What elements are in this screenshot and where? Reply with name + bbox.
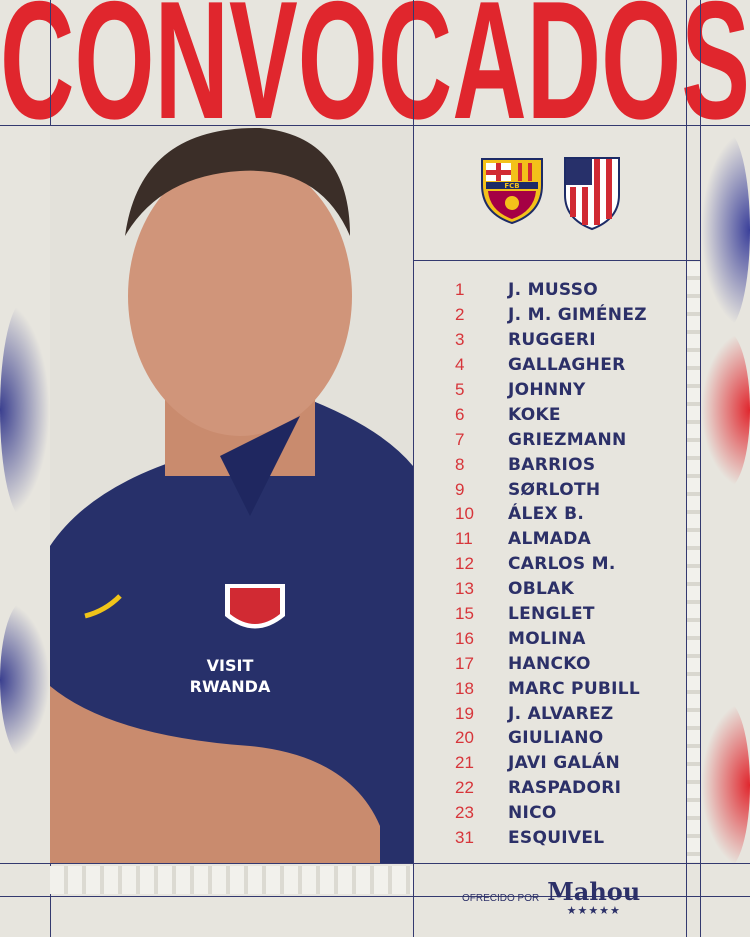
sponsor: OFRECIDO POR Mahou ★★★★★ xyxy=(462,877,641,918)
player-name: J. M. GIMÉNEZ xyxy=(508,305,647,326)
player-name: MOLINA xyxy=(508,628,586,649)
decorative-swirl xyxy=(0,600,50,760)
squad-row: 5 JOHNNY xyxy=(455,378,680,403)
squad-row: 10 ÁLEX B. xyxy=(455,502,680,527)
divider xyxy=(0,863,750,864)
decorative-strip xyxy=(50,866,413,894)
crest-letters: FCB xyxy=(504,182,519,190)
player-name: J. ALVAREZ xyxy=(508,703,614,724)
squad-row: 31 ESQUIVEL xyxy=(455,826,680,851)
sponsor-brand: Mahou xyxy=(547,877,641,906)
squad-row: 6 KOKE xyxy=(455,402,680,427)
decorative-ticks xyxy=(687,262,700,862)
divider xyxy=(0,125,750,126)
player-name: BARRIOS xyxy=(508,454,596,475)
sponsor-label: OFRECIDO POR xyxy=(462,893,540,904)
player-number: 23 xyxy=(455,803,474,823)
squad-row: 18 MARC PUBILL xyxy=(455,676,680,701)
shirt-sponsor-line1: VISIT xyxy=(207,656,254,675)
player-name: LENGLET xyxy=(508,604,595,625)
player-name: ÁLEX B. xyxy=(508,504,585,525)
squad-row: 11 ALMADA xyxy=(455,527,680,552)
player-number: 13 xyxy=(455,579,474,599)
player-number: 3 xyxy=(455,330,465,350)
player-number: 11 xyxy=(455,529,473,549)
player-name: GIULIANO xyxy=(508,728,604,749)
player-name: JAVI GALÁN xyxy=(508,753,621,774)
decorative-swirl xyxy=(701,700,750,870)
player-name: NICO xyxy=(508,803,557,824)
player-number: 9 xyxy=(455,479,465,499)
player-name: J. MUSSO xyxy=(508,280,598,301)
squad-row: 9 SØRLOTH xyxy=(455,477,680,502)
squad-row: 13 OBLAK xyxy=(455,577,680,602)
player-name: OBLAK xyxy=(508,579,575,600)
divider xyxy=(413,260,700,261)
squad-row: 12 CARLOS M. xyxy=(455,552,680,577)
match-crests: FCB xyxy=(478,155,622,231)
page-title-text: CONVOCADOS xyxy=(0,0,750,126)
player-number: 22 xyxy=(455,778,474,798)
squad-row: 23 NICO xyxy=(455,801,680,826)
player-name: GRIEZMANN xyxy=(508,429,627,450)
squad-row: 8 BARRIOS xyxy=(455,452,680,477)
divider xyxy=(700,0,701,937)
player-number: 6 xyxy=(455,404,465,424)
player-name: KOKE xyxy=(508,404,561,425)
player-number: 12 xyxy=(455,554,474,574)
player-name: MARC PUBILL xyxy=(508,678,641,699)
player-number: 2 xyxy=(455,305,465,325)
player-name: ALMADA xyxy=(508,529,592,550)
player-name: CARLOS M. xyxy=(508,554,616,575)
player-name: JOHNNY xyxy=(508,380,586,400)
squad-row: 15 LENGLET xyxy=(455,602,680,627)
squad-row: 21 JAVI GALÁN xyxy=(455,751,680,776)
player-number: 7 xyxy=(455,429,465,449)
squad-row: 20 GIULIANO xyxy=(455,726,680,751)
player-number: 16 xyxy=(455,628,474,648)
player-number: 8 xyxy=(455,454,465,474)
player-name: ESQUIVEL xyxy=(508,828,605,849)
page-title: CONVOCADOS xyxy=(0,0,750,126)
player-number: 31 xyxy=(455,828,474,848)
decorative-swirl xyxy=(0,300,50,520)
player-number: 15 xyxy=(455,604,474,624)
squad-row: 3 RUGGERI xyxy=(455,328,680,353)
squad-row: 2 J. M. GIMÉNEZ xyxy=(455,303,680,328)
mahou-logo: Mahou ★★★★★ xyxy=(547,877,641,918)
squad-row: 19 J. ALVAREZ xyxy=(455,701,680,726)
divider xyxy=(686,0,687,937)
player-number: 10 xyxy=(455,504,474,524)
fc-barcelona-crest-icon: FCB xyxy=(481,158,543,225)
player-name: RASPADORI xyxy=(508,778,622,799)
atletico-madrid-crest-icon xyxy=(564,157,620,231)
player-number: 17 xyxy=(455,653,474,673)
player-number: 5 xyxy=(455,380,465,399)
squad-list: 1 J. MUSSO 2 J. M. GIMÉNEZ 3 RUGGERI 4 GALLAGHE… xyxy=(455,278,680,850)
squad-row: 7 GRIEZMANN xyxy=(455,427,680,452)
squad-row: 22 RASPADORI xyxy=(455,776,680,801)
player-name: SØRLOTH xyxy=(508,479,601,500)
star-icons: ★★★★★ xyxy=(566,904,621,917)
coach-photo: VISIT RWANDA xyxy=(50,126,413,863)
decorative-swirl xyxy=(701,130,750,330)
player-number: 18 xyxy=(455,678,474,698)
shirt-sponsor-line2: RWANDA xyxy=(190,677,271,696)
player-name: RUGGERI xyxy=(508,330,596,351)
player-number: 20 xyxy=(455,728,474,748)
decorative-swirl xyxy=(701,330,750,490)
squad-row: 4 GALLAGHER xyxy=(455,353,680,378)
squad-row: 1 J. MUSSO xyxy=(455,278,680,303)
squad-row: 16 MOLINA xyxy=(455,626,680,651)
squad-row: 17 HANCKO xyxy=(455,651,680,676)
divider xyxy=(413,0,414,937)
player-name: GALLAGHER xyxy=(508,355,626,376)
player-number: 21 xyxy=(455,753,474,773)
player-number: 1 xyxy=(455,280,465,300)
player-name: HANCKO xyxy=(508,653,591,674)
divider xyxy=(0,896,750,897)
player-number: 19 xyxy=(455,703,474,723)
player-number: 4 xyxy=(455,355,465,375)
